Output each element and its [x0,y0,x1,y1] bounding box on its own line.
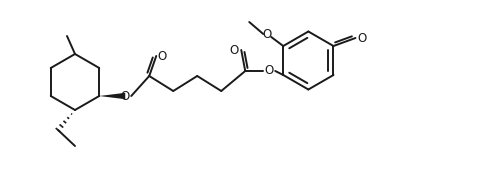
Polygon shape [99,93,125,99]
Text: O: O [262,27,272,40]
Text: O: O [230,43,239,57]
Text: O: O [158,49,167,62]
Text: O: O [358,32,367,45]
Text: O: O [265,64,274,77]
Text: O: O [121,89,130,102]
